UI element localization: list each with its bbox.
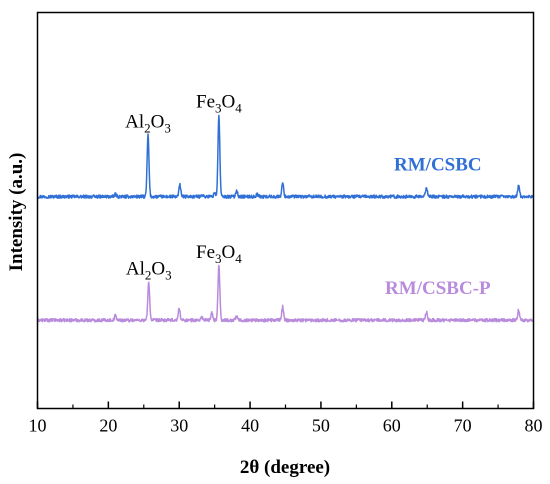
formula-text: O bbox=[222, 91, 236, 112]
formula-text: Fe bbox=[196, 242, 215, 263]
x-tick-label: 60 bbox=[383, 416, 401, 436]
x-tick-label: 40 bbox=[241, 416, 259, 436]
formula-subscript: 3 bbox=[165, 268, 172, 283]
formula-subscript: 4 bbox=[235, 251, 242, 266]
tick-layer: 10 20 30 40 50 60 70 80 bbox=[29, 401, 543, 436]
series-line-2 bbox=[36, 264, 535, 323]
formula-text: Al bbox=[125, 111, 144, 132]
formula-text: O bbox=[151, 259, 165, 280]
peak-annotation: Fe3O4 bbox=[196, 242, 242, 266]
formula-text: O bbox=[222, 242, 236, 263]
formula-text: Fe bbox=[196, 91, 215, 112]
x-tick-label: 80 bbox=[525, 416, 543, 436]
formula-subscript: 3 bbox=[164, 120, 171, 135]
formula-text: Al bbox=[126, 259, 145, 280]
plot-frame bbox=[36, 11, 535, 410]
y-axis-title: Intensity (a.u.) bbox=[6, 153, 27, 272]
peak-annotation: Al2O3 bbox=[125, 111, 171, 135]
x-tick-label: 50 bbox=[312, 416, 330, 436]
formula-subscript: 3 bbox=[215, 100, 222, 115]
peak-annotation: Fe3O4 bbox=[196, 91, 242, 115]
series-label-2: RM/CSBC-P bbox=[385, 278, 491, 299]
formula-subscript: 3 bbox=[215, 251, 222, 266]
x-tick-label: 10 bbox=[29, 416, 47, 436]
x-tick-label: 70 bbox=[454, 416, 472, 436]
formula-subscript: 4 bbox=[235, 100, 242, 115]
x-tick-label: 30 bbox=[170, 416, 188, 436]
peak-annotation: Al2O3 bbox=[126, 259, 172, 283]
formula-text: O bbox=[151, 111, 165, 132]
formula-subscript: 2 bbox=[145, 268, 152, 283]
series-label-1: RM/CSBC bbox=[394, 155, 482, 176]
formula-subscript: 2 bbox=[144, 120, 151, 135]
series-layer: RM/CSBC RM/CSBC-P bbox=[36, 114, 535, 323]
x-tick-label: 20 bbox=[99, 416, 117, 436]
x-axis-title: 2θ (degree) bbox=[240, 457, 330, 478]
series-line-1 bbox=[36, 114, 535, 199]
